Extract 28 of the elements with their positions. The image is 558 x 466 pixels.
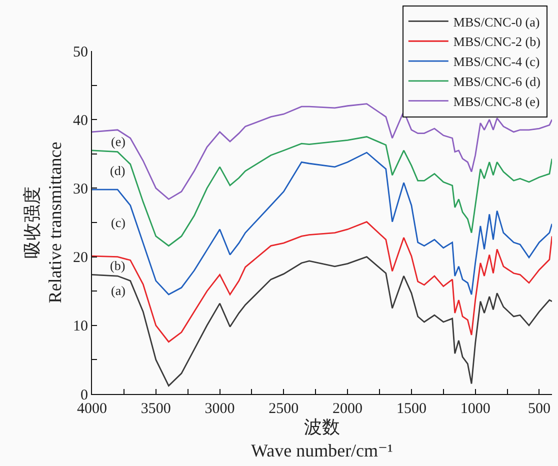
x-tick-label: 1000 xyxy=(460,401,490,417)
legend-label: MBS/CNC-4 (c) xyxy=(453,54,540,70)
legend-label: MBS/CNC-2 (b) xyxy=(453,34,540,50)
x-axis-title: 波数 Wave number/cm⁻¹ xyxy=(251,417,393,460)
line-series xyxy=(92,256,552,386)
y-axis-title: 吸收强度 Relative transmittance xyxy=(22,142,66,304)
y-tick-label: 10 xyxy=(73,318,88,335)
annotation: (c) xyxy=(111,215,126,230)
x-tick-label: 2500 xyxy=(268,401,299,417)
legend-label: MBS/CNC-6 (d) xyxy=(453,74,540,89)
y-tick-label: 50 xyxy=(73,44,88,60)
line-series xyxy=(92,136,552,247)
annotation: (b) xyxy=(110,258,126,273)
annotation: (d) xyxy=(110,163,126,178)
legend-label: MBS/CNC-0 (a) xyxy=(453,14,540,30)
annotation: (a) xyxy=(111,283,126,298)
y-tick-label: 20 xyxy=(73,250,88,266)
x-tick-label: 1500 xyxy=(396,401,426,417)
y-tick-label: 40 xyxy=(73,112,88,129)
x-tick-label: 500 xyxy=(528,401,550,417)
y-tick-label: 0 xyxy=(80,387,88,404)
annotation: (e) xyxy=(111,134,126,149)
x-tick-label: 4000 xyxy=(77,401,107,417)
legend-label: MBS/CNC-8 (e) xyxy=(453,94,540,109)
x-tick-label: 2000 xyxy=(332,401,363,417)
y-tick-label: 30 xyxy=(73,181,88,198)
x-tick-label: 3000 xyxy=(204,401,235,417)
x-tick-label: 3500 xyxy=(140,401,171,417)
